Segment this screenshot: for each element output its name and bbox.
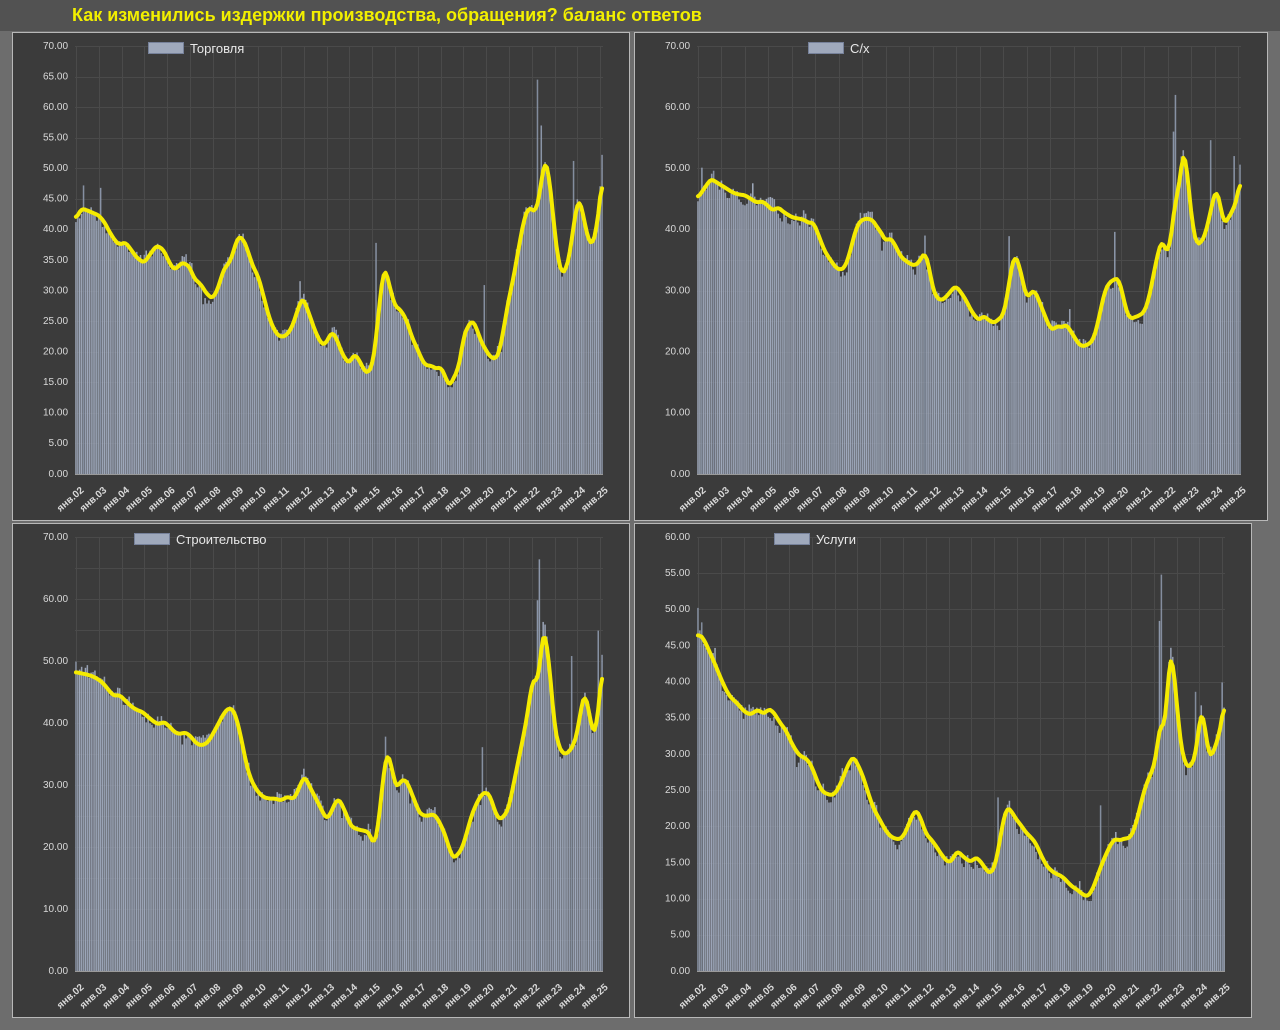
chart-canvas-trade [13, 33, 629, 520]
legend-construction: Строительство [134, 532, 266, 548]
title-bar: Как изменились издержки производства, об… [0, 0, 1280, 31]
legend-services: Услуги [774, 532, 856, 548]
legend-trade: Торговля [148, 41, 244, 57]
legend-swatch-icon [148, 42, 184, 54]
legend-swatch-icon [134, 533, 170, 545]
panel-agriculture: С/х [634, 32, 1268, 521]
legend-label: Строительство [176, 532, 267, 547]
legend-label: Торговля [190, 41, 245, 56]
legend-label: С/х [850, 41, 870, 56]
panel-construction: Строительство [12, 523, 630, 1018]
legend-swatch-icon [774, 533, 810, 545]
chart-canvas-agriculture [635, 33, 1267, 520]
legend-label: Услуги [816, 532, 856, 547]
chart-canvas-services [635, 524, 1251, 1017]
panel-services: Услуги [634, 523, 1252, 1018]
panel-trade: Торговля [12, 32, 630, 521]
page-title: Как изменились издержки производства, об… [72, 5, 702, 25]
legend-agriculture: С/х [808, 41, 870, 57]
legend-swatch-icon [808, 42, 844, 54]
chart-canvas-construction [13, 524, 629, 1017]
